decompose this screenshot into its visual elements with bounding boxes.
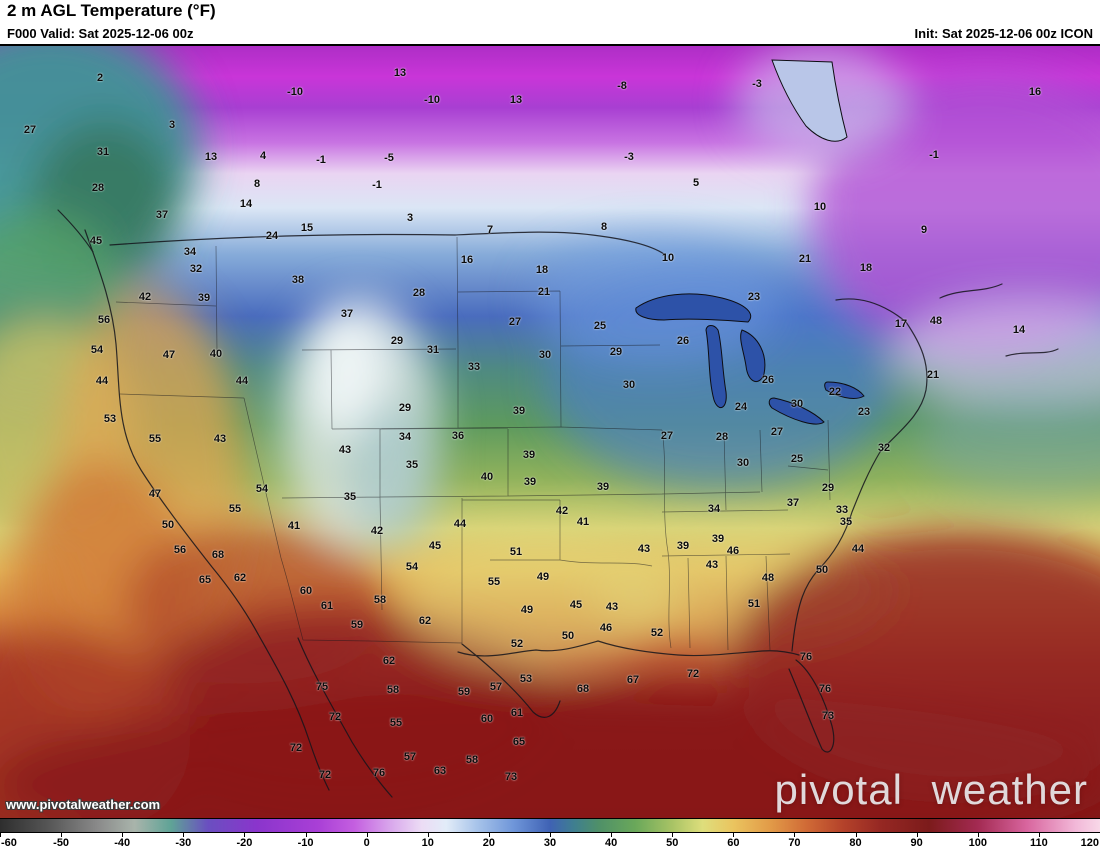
colorbar-tick bbox=[183, 833, 185, 837]
temperature-field-svg bbox=[0, 46, 1100, 818]
colorbar-tick bbox=[916, 833, 918, 837]
hudson-bay bbox=[771, 59, 848, 142]
colorbar-gradient bbox=[0, 819, 1100, 833]
colorbar-tick-label: 40 bbox=[604, 837, 618, 849]
lakes bbox=[635, 59, 865, 425]
colorbar-tick-label: 120 bbox=[1080, 837, 1099, 849]
colorbar-tick-label: 50 bbox=[666, 837, 679, 849]
colorbar-tick bbox=[305, 833, 307, 837]
colorbar-tick bbox=[427, 833, 429, 837]
time-row: F000 Valid: Sat 2025-12-06 00z Init: Sat… bbox=[7, 26, 1093, 41]
colorbar-tick bbox=[0, 833, 1, 837]
colorbar-tick-label: 10 bbox=[421, 837, 434, 849]
colorbar-tick-label: 20 bbox=[482, 837, 495, 849]
colorbar-tick bbox=[977, 833, 979, 837]
colorbar-tick-label: -50 bbox=[53, 837, 70, 849]
colorbar-tick-label: 0 bbox=[363, 837, 370, 849]
colorbar-tick-label: 80 bbox=[849, 837, 862, 849]
map-title: 2 m AGL Temperature (°F) bbox=[7, 1, 216, 20]
lake-superior bbox=[635, 293, 752, 323]
colorbar: -60 -50 -40 -30 -20 -10 0 10 20 30 40 50 60 70 80 90 100… bbox=[0, 818, 1100, 850]
colorbar-tick bbox=[488, 833, 490, 837]
colorbar-tick-label: 90 bbox=[910, 837, 923, 849]
colorbar-tick bbox=[61, 833, 63, 837]
colorbar-tick-label: 70 bbox=[788, 837, 801, 849]
colorbar-tick-label: -60 bbox=[1, 837, 17, 849]
colorbar-tick bbox=[733, 833, 735, 837]
colorbar-tick bbox=[1038, 833, 1040, 837]
lake-michigan bbox=[705, 325, 727, 408]
colorbar-tick bbox=[550, 833, 551, 837]
coastlines bbox=[57, 209, 1059, 798]
temperature-map bbox=[0, 46, 1100, 818]
colorbar-tick-label: 30 bbox=[543, 837, 557, 849]
lake-ontario bbox=[824, 381, 865, 399]
colorbar-tick-label: -20 bbox=[236, 837, 253, 849]
state-borders bbox=[115, 236, 831, 651]
colorbar-tick bbox=[244, 833, 246, 837]
colorbar-tick bbox=[855, 833, 857, 837]
colorbar-tick-label: 110 bbox=[1030, 837, 1048, 849]
colorbar-tick-label: -40 bbox=[114, 837, 131, 849]
colorbar-tick bbox=[611, 833, 613, 837]
lake-erie bbox=[768, 397, 825, 425]
init-time-label: Init: Sat 2025-12-06 00z ICON bbox=[914, 26, 1093, 41]
lake-huron bbox=[740, 329, 766, 382]
colorbar-tick bbox=[794, 833, 796, 837]
watermark-url: www.pivotalweather.com bbox=[6, 797, 161, 812]
valid-time-label: F000 Valid: Sat 2025-12-06 00z bbox=[7, 26, 194, 41]
colorbar-tick-label: 60 bbox=[727, 837, 740, 849]
colorbar-tick bbox=[122, 833, 124, 837]
colorbar-tick bbox=[672, 833, 674, 837]
map-header: 2 m AGL Temperature (°F) F000 Valid: Sat… bbox=[0, 0, 1100, 46]
colorbar-tick-label: 100 bbox=[968, 837, 987, 849]
brand-watermark: pivotal weather bbox=[774, 766, 1088, 813]
colorbar-ticks: -60 -50 -40 -30 -20 -10 0 10 20 30 40 50 60 70 80 90 100… bbox=[0, 833, 1100, 850]
colorbar-tick-label: -10 bbox=[297, 837, 314, 849]
colorbar-tick bbox=[366, 833, 368, 837]
temperature-anomaly-blobs bbox=[0, 46, 1100, 818]
colorbar-tick-label: -30 bbox=[175, 837, 192, 849]
